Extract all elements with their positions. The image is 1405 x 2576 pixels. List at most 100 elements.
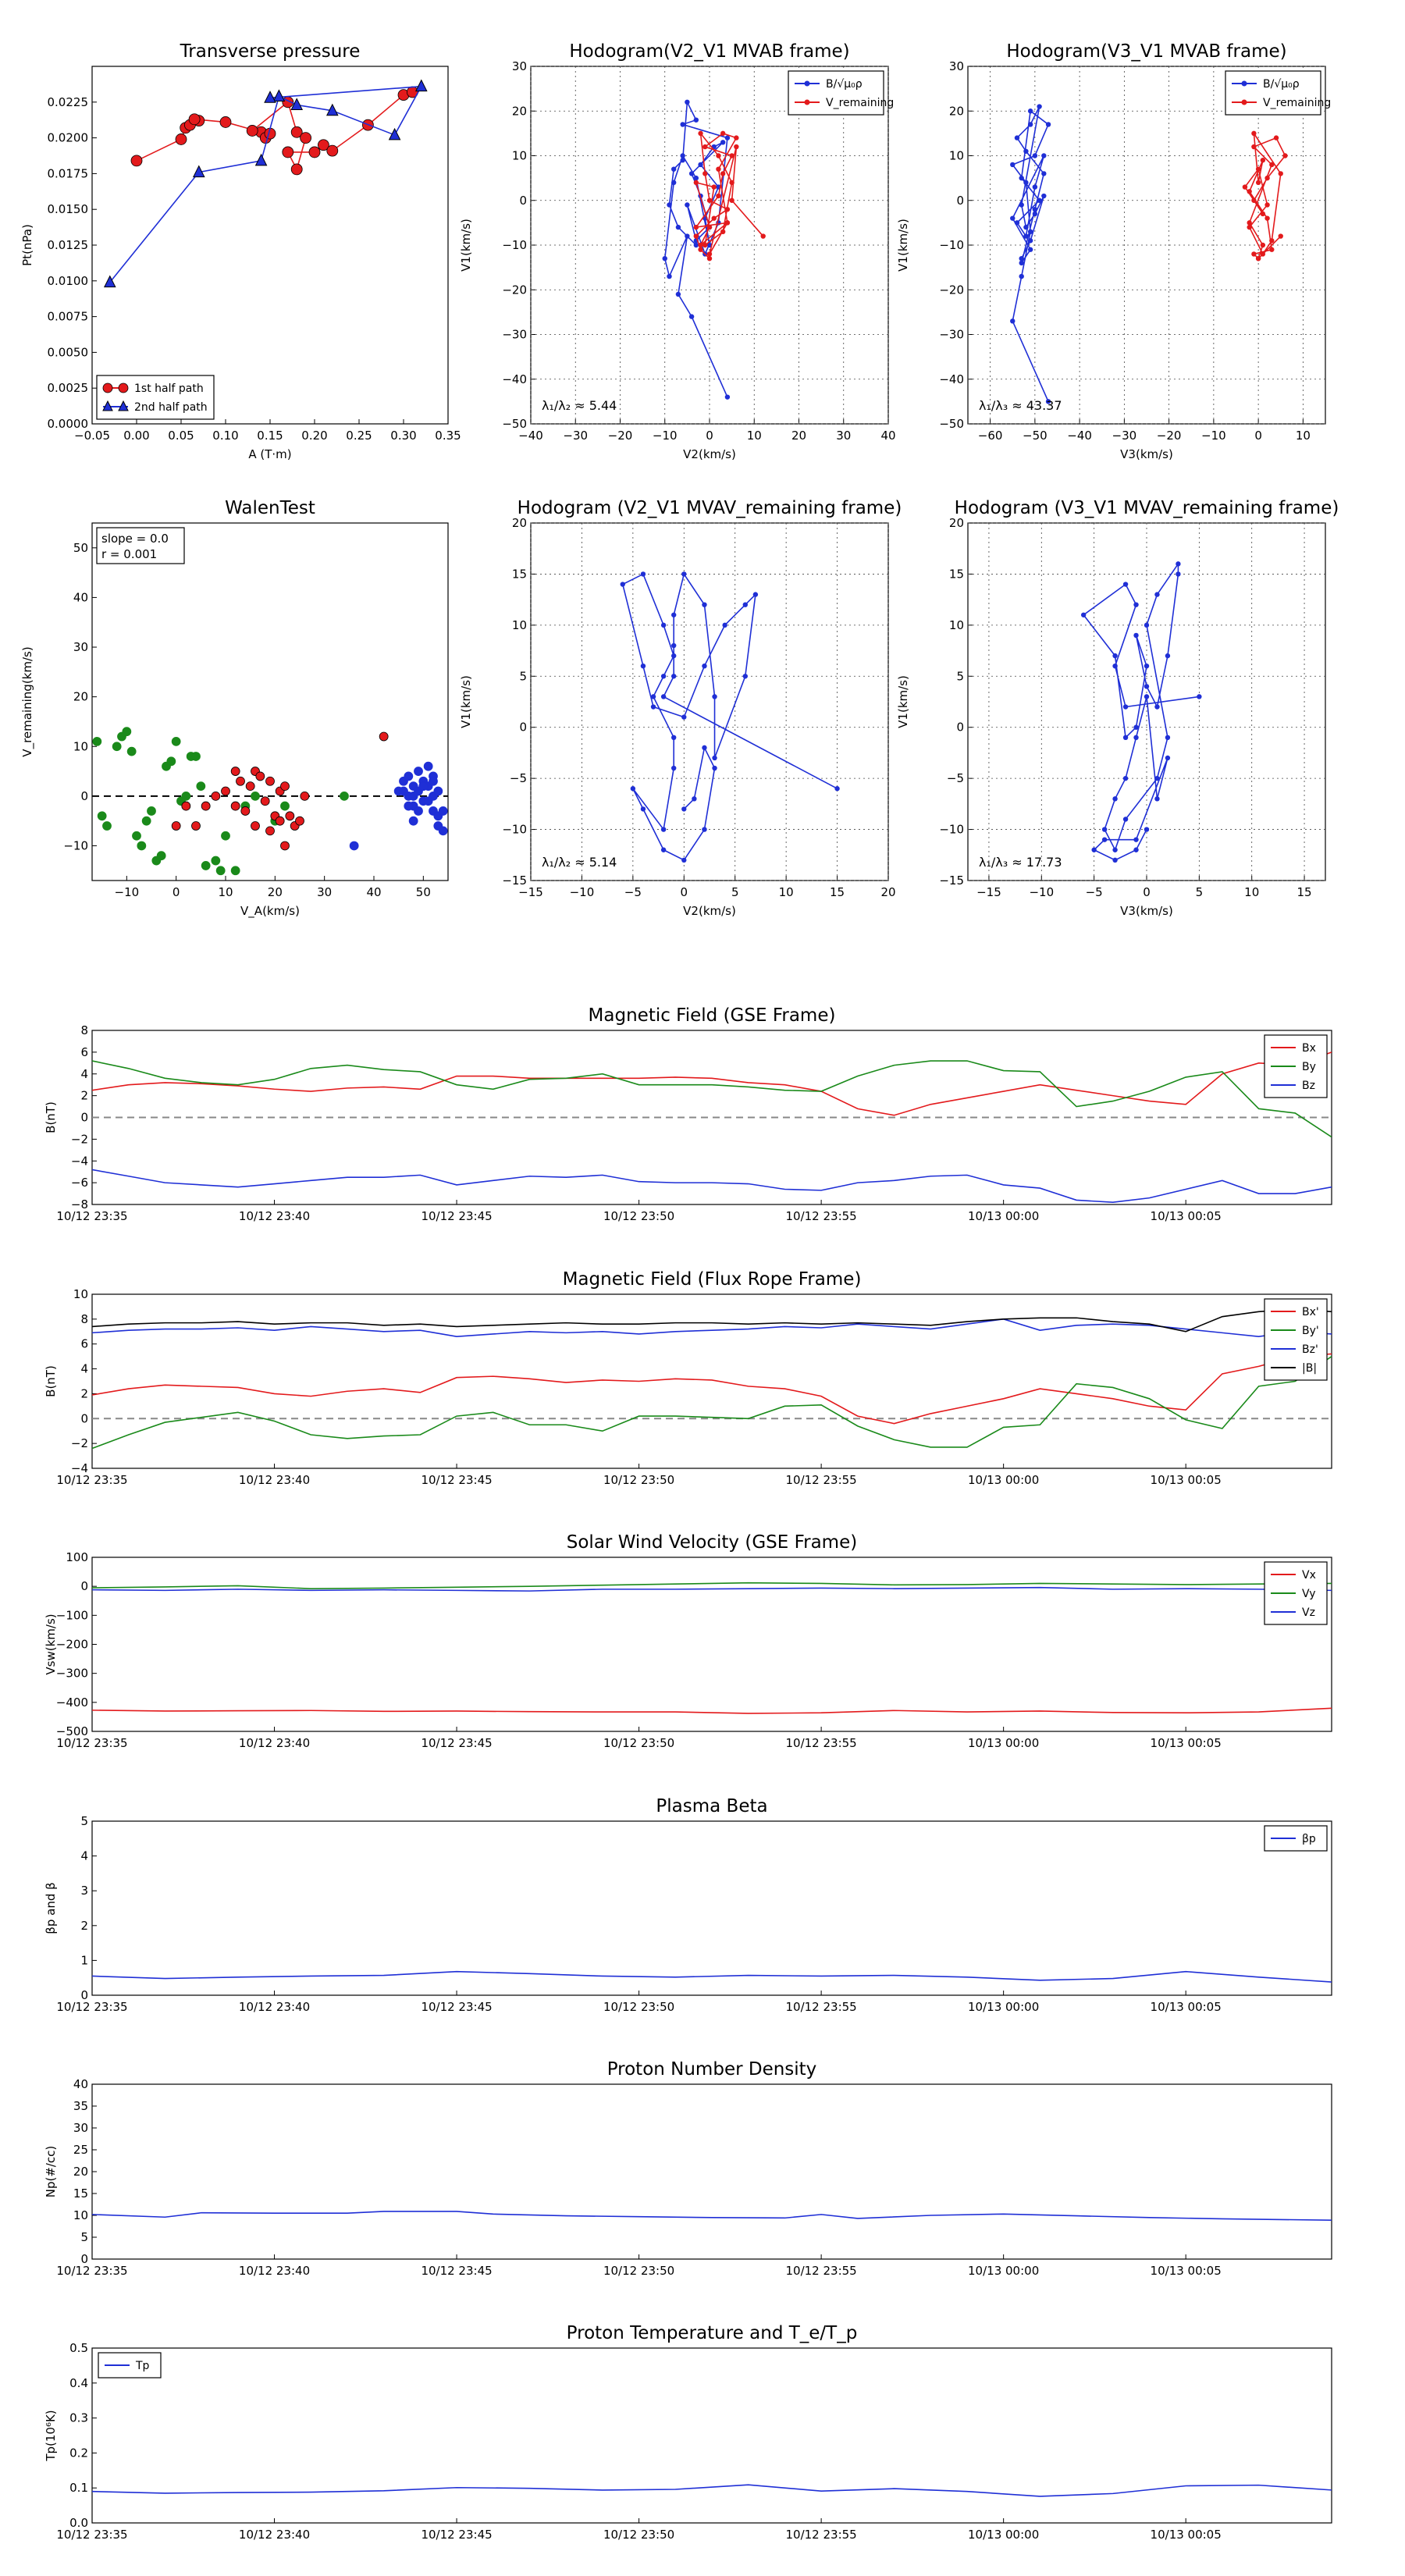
- data-point: [680, 158, 685, 163]
- data-point: [1176, 571, 1181, 577]
- data-point: [620, 582, 625, 587]
- legend-label: Vy: [1302, 1588, 1316, 1600]
- data-point: [1023, 233, 1029, 239]
- data-point: [1027, 122, 1033, 127]
- x-tick-label: 20: [880, 885, 895, 899]
- data-point: [1144, 684, 1150, 689]
- data-point: [414, 79, 428, 92]
- x-tick-label: 10/12 23:45: [421, 2000, 492, 2014]
- data-point: [752, 592, 759, 597]
- data-point: [1112, 796, 1118, 802]
- y-tick-label: 4: [80, 1067, 88, 1081]
- data-point: [685, 233, 690, 239]
- series-3: [349, 761, 448, 851]
- y-tick-label: −6: [71, 1176, 88, 1190]
- y-tick-label: −40: [939, 372, 964, 386]
- data-point: [102, 821, 112, 831]
- y-tick-label: 2: [80, 1386, 88, 1400]
- chart-4: WalenTest −10 0 10 20 30 40 50 −10 0 10 20 30 40 50 V_A…: [20, 498, 449, 919]
- series-line: [92, 2211, 1332, 2221]
- y-tick-label: 0: [519, 194, 527, 208]
- x-tick-label: 10/13 00:05: [1151, 1473, 1222, 1487]
- legend-marker: [118, 400, 129, 411]
- data-point: [1154, 796, 1160, 802]
- data-point: [349, 841, 359, 851]
- data-point: [1133, 847, 1139, 852]
- data-point: [1264, 215, 1270, 221]
- legend-label: Vx: [1302, 1569, 1316, 1582]
- data-point: [671, 735, 677, 740]
- legend-label: Bx': [1302, 1306, 1319, 1318]
- data-point: [1251, 144, 1257, 150]
- x-tick-label: −60: [978, 429, 1003, 443]
- data-point: [660, 694, 667, 699]
- data-point: [1037, 197, 1042, 203]
- data-point: [1165, 653, 1171, 659]
- chart-title: Transverse pressure: [180, 41, 361, 62]
- y-tick-label: 100: [66, 1550, 88, 1564]
- data-point: [1251, 251, 1257, 257]
- series-line: [92, 1355, 1332, 1450]
- data-point: [1260, 211, 1266, 217]
- series-v-remaining: [1242, 130, 1288, 262]
- series--p: [92, 1970, 1332, 1983]
- data-point: [693, 180, 699, 186]
- plot-frame: [91, 1030, 1332, 1205]
- data-point: [1278, 233, 1283, 239]
- data-point: [1112, 847, 1118, 852]
- data-point: [1032, 211, 1038, 217]
- data-point: [1112, 653, 1118, 659]
- x-tick-label: −20: [1157, 429, 1182, 443]
- x-tick-label: 0.30: [390, 429, 416, 443]
- y-tick-label: −10: [63, 838, 88, 852]
- series-line: [663, 99, 728, 397]
- data-point: [1122, 775, 1129, 781]
- y-tick-label: 15: [73, 2186, 88, 2201]
- data-point: [408, 791, 418, 801]
- x-tick-label: 10: [1244, 885, 1259, 899]
- legend-label: Tp: [135, 2360, 150, 2372]
- y-tick-label: 10: [949, 618, 964, 632]
- y-tick-label: −300: [56, 1667, 88, 1681]
- series-line: [1011, 106, 1050, 402]
- y-tick-label: 20: [512, 516, 527, 530]
- y-tick-label: 4: [80, 1362, 88, 1376]
- x-tick-label: 10/12 23:40: [239, 2000, 310, 2014]
- y-tick-label: −10: [502, 238, 527, 252]
- data-point: [188, 113, 201, 126]
- x-axis-label: V2(km/s): [683, 447, 736, 461]
- y-tick-label: 6: [80, 1045, 88, 1059]
- y-tick-label: 0.0125: [48, 238, 89, 252]
- data-point: [1019, 260, 1024, 266]
- x-axis-label: V2(km/s): [683, 904, 736, 918]
- y-tick-label: −30: [939, 328, 964, 342]
- data-point: [399, 786, 408, 796]
- data-point: [1019, 202, 1024, 208]
- series-line: [92, 1586, 1332, 1592]
- x-tick-label: 5: [731, 885, 739, 899]
- data-point: [285, 811, 295, 821]
- chart-5: Hodogram (V2_V1 MVAV_remaining frame) −15…: [459, 498, 902, 918]
- data-point: [702, 664, 707, 669]
- plot-area: [1080, 561, 1202, 863]
- y-tick-label: 10: [73, 2208, 88, 2222]
- y-axis-label: Np(#/cc): [44, 2146, 58, 2198]
- y-axis-label: B(nT): [44, 1101, 58, 1133]
- y-tick-label: 30: [73, 2121, 88, 2135]
- y-tick-label: 0: [956, 720, 964, 735]
- data-point: [340, 791, 349, 801]
- series-line: [92, 2484, 1332, 2497]
- x-tick-label: 0: [706, 429, 713, 443]
- y-axis-label: Pt(nPa): [20, 224, 34, 266]
- data-point: [706, 224, 713, 230]
- y-axis-label: V1(km/s): [896, 675, 910, 728]
- y-tick-label: 15: [949, 567, 964, 581]
- series-tp: [92, 2484, 1332, 2497]
- data-point: [1122, 704, 1129, 710]
- data-point: [1027, 238, 1033, 244]
- x-tick-label: 10/13 00:05: [1151, 2528, 1222, 2542]
- y-tick-label: 0.0000: [48, 417, 89, 431]
- y-tick-label: 0.0100: [48, 274, 89, 288]
- data-point: [734, 135, 739, 141]
- y-tick-label: 40: [73, 590, 88, 604]
